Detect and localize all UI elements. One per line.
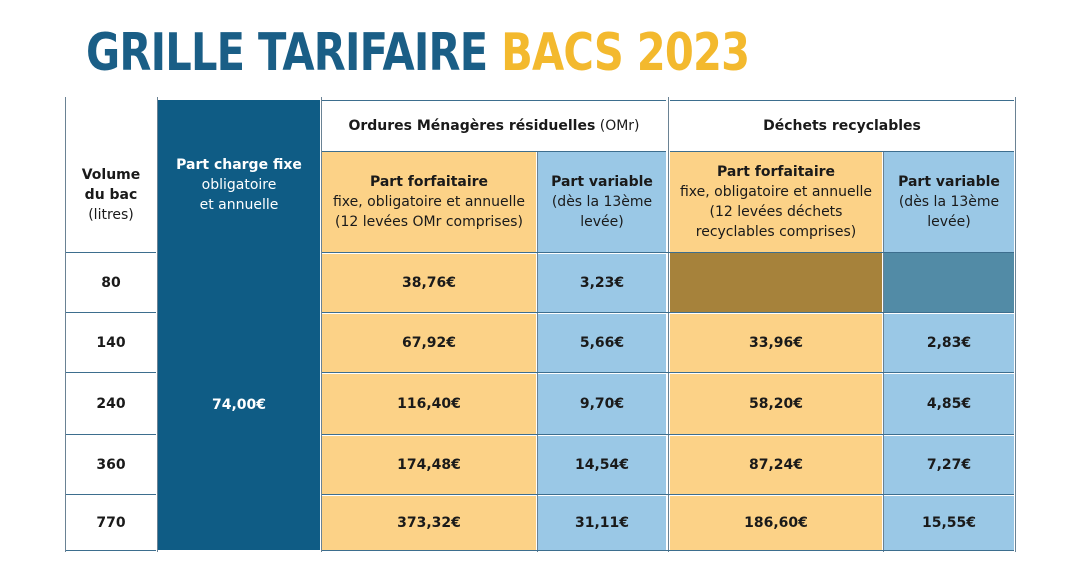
header-recy-forfait-line4: recyclables comprises) <box>695 224 857 240</box>
header-omr-variable-line2: (dès la 13ème <box>551 194 653 210</box>
fixed-column <box>158 100 320 550</box>
header-recy-variable: Part variable (dès la 13ème levée) <box>884 152 1014 252</box>
row-770-omr-forfait: 373,32€ <box>322 496 536 550</box>
rule-v <box>1015 97 1016 552</box>
rule-h <box>670 100 1014 101</box>
rule-h <box>66 494 156 495</box>
rule-h <box>322 372 1014 373</box>
header-omr-variable-line1: Part variable <box>551 174 653 190</box>
header-omr-forfait-line3: (12 levées OMr comprises) <box>335 214 523 230</box>
header-volume: Volume du bac (litres) <box>66 140 156 250</box>
header-recy-forfait-line3: (12 levées déchets <box>709 204 843 220</box>
row-140-recy-forfait: 33,96€ <box>670 314 882 372</box>
row-770-omr-variable: 31,11€ <box>538 496 666 550</box>
header-volume-line2: du bac <box>84 187 138 203</box>
header-recy-variable-line3: levée) <box>927 214 971 230</box>
rule-h <box>66 372 156 373</box>
row-770-recy-forfait: 186,60€ <box>670 496 882 550</box>
row-80-omr-forfait: 38,76€ <box>322 254 536 312</box>
fixed-value: 74,00€ <box>211 397 267 413</box>
rule-h <box>66 252 156 253</box>
row-140-volume: 140 <box>96 335 126 351</box>
header-fixed-line1: Part charge fixe <box>176 157 302 173</box>
rule-h <box>322 100 666 101</box>
row-240-omr-variable: 9,70€ <box>538 374 666 434</box>
row-80-omr-variable: 3,23€ <box>538 254 666 312</box>
header-volume-line3: (litres) <box>88 207 134 223</box>
header-recy-variable-line1: Part variable <box>898 174 1000 190</box>
row-140-omr-variable: 5,66€ <box>538 314 666 372</box>
row-770-volume: 770 <box>96 515 126 531</box>
header-recy-variable-line2: (dès la 13ème <box>898 194 1000 210</box>
rule-h <box>322 312 1014 313</box>
header-omr-forfait: Part forfaitaire fixe, obligatoire et an… <box>322 152 536 252</box>
rule-h <box>322 252 1014 253</box>
rule-h <box>66 550 156 551</box>
row-360-volume: 360 <box>96 457 126 473</box>
row-360-omr-forfait: 174,48€ <box>322 436 536 494</box>
rule-h <box>322 550 1014 551</box>
header-omr-forfait-line2: fixe, obligatoire et annuelle <box>332 194 526 210</box>
rule-v <box>537 152 538 552</box>
row-80-recy-variable <box>884 252 1014 312</box>
header-omr-forfait-line1: Part forfaitaire <box>369 174 489 190</box>
header-omr-variable-line3: levée) <box>580 214 624 230</box>
row-360-omr-variable: 14,54€ <box>538 436 666 494</box>
rule-h <box>670 151 1014 152</box>
header-recy-group: Déchets recyclables <box>763 118 921 134</box>
header-omr-group-label: Ordures Ménagères résiduelles <box>348 118 596 134</box>
header-fixed-line3: et annuelle <box>199 197 279 213</box>
header-recy-forfait-line1: Part forfaitaire <box>716 164 836 180</box>
rule-v <box>883 152 884 552</box>
header-recy-forfait-line2: fixe, obligatoire et annuelle <box>679 184 873 200</box>
row-770-recy-variable: 15,55€ <box>884 496 1014 550</box>
header-fixed-line2: obligatoire <box>201 177 277 193</box>
header-omr-group-abbr: (OMr) <box>599 118 640 134</box>
rule-v <box>668 97 669 552</box>
rule-h <box>66 434 156 435</box>
title-part-1: GRILLE TARIFAIRE <box>86 23 488 83</box>
row-240-omr-forfait: 116,40€ <box>322 374 536 434</box>
row-360-recy-forfait: 87,24€ <box>670 436 882 494</box>
rule-v <box>321 97 322 552</box>
row-140-omr-forfait: 67,92€ <box>322 314 536 372</box>
rule-v <box>157 97 158 552</box>
row-240-recy-variable: 4,85€ <box>884 374 1014 434</box>
row-240-recy-forfait: 58,20€ <box>670 374 882 434</box>
rule-v <box>65 97 66 552</box>
rule-h <box>66 312 156 313</box>
rule-h <box>322 494 1014 495</box>
rule-h <box>322 434 1014 435</box>
header-volume-line1: Volume <box>81 167 141 183</box>
header-fixed: Part charge fixe obligatoire et annuelle <box>158 140 320 230</box>
header-recy-forfait: Part forfaitaire fixe, obligatoire et an… <box>670 152 882 252</box>
row-240-volume: 240 <box>96 396 126 412</box>
row-80-recy-forfait <box>670 252 882 312</box>
page-title: GRILLE TARIFAIRE BACS 2023 <box>86 18 750 88</box>
row-140-recy-variable: 2,83€ <box>884 314 1014 372</box>
row-360-recy-variable: 7,27€ <box>884 436 1014 494</box>
row-80-volume: 80 <box>101 275 121 291</box>
title-part-2: BACS 2023 <box>501 23 750 83</box>
header-omr-group: Ordures Ménagères résiduelles (OMr) <box>322 100 666 152</box>
rule-h <box>322 151 666 152</box>
header-omr-variable: Part variable (dès la 13ème levée) <box>538 152 666 252</box>
